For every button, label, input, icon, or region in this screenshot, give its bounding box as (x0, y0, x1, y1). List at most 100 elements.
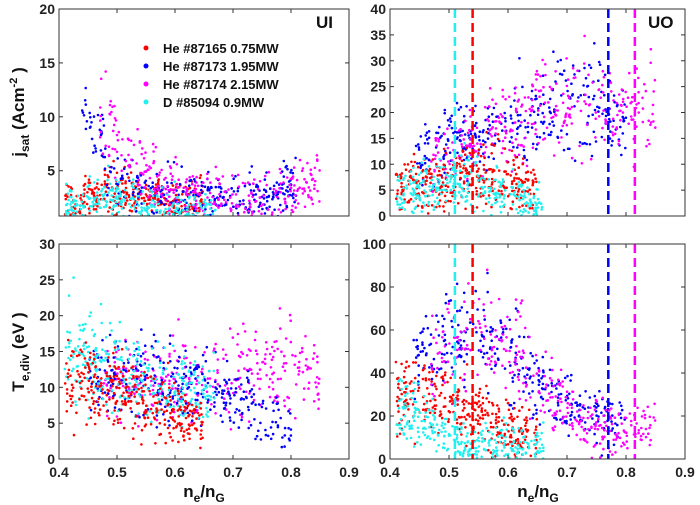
data-point-series-0 (591, 113, 594, 117)
data-point-series-0 (180, 193, 184, 196)
scatter-points (63, 276, 321, 450)
data-point-series-1 (528, 107, 531, 111)
data-point-series-3 (513, 191, 516, 194)
data-point-series-3 (151, 203, 155, 207)
data-point-series-2 (468, 151, 472, 155)
data-point-series-3 (93, 373, 97, 376)
data-point-series-1 (220, 396, 224, 399)
data-point-series-0 (187, 376, 191, 380)
data-point-series-3 (467, 155, 471, 158)
data-point-series-3 (133, 395, 136, 398)
data-point-series-0 (443, 353, 446, 356)
data-point-series-1 (503, 324, 507, 328)
data-point-series-3 (422, 394, 426, 398)
data-point-series-2 (500, 419, 504, 422)
data-point-series-3 (452, 160, 455, 164)
data-point-series-2 (278, 187, 281, 190)
data-point-series-3 (489, 189, 493, 192)
data-point-series-2 (274, 191, 277, 195)
data-point-series-1 (584, 102, 588, 106)
data-point-series-0 (597, 79, 600, 82)
data-point-series-3 (477, 175, 480, 178)
data-point-series-3 (207, 222, 210, 225)
data-point-series-2 (482, 194, 485, 197)
data-point-series-2 (396, 435, 399, 438)
data-point-series-0 (253, 338, 257, 342)
data-point-series-2 (267, 170, 271, 174)
data-point-series-3 (95, 191, 99, 194)
data-point-series-3 (495, 196, 499, 199)
data-point-series-1 (107, 381, 110, 384)
data-point-series-1 (177, 193, 180, 197)
data-point-series-1 (603, 428, 606, 432)
data-point-series-1 (152, 353, 155, 357)
data-point-series-0 (419, 350, 423, 354)
data-point-series-2 (467, 171, 471, 174)
data-point-series-3 (520, 194, 523, 198)
data-point-series-0 (415, 338, 419, 342)
data-point-series-2 (194, 401, 197, 405)
data-point-series-2 (140, 152, 143, 156)
data-point-series-1 (217, 204, 221, 207)
data-point-series-3 (408, 222, 411, 225)
data-point-series-3 (405, 187, 409, 190)
data-point-series-1 (153, 374, 156, 377)
data-point-series-2 (274, 189, 278, 193)
data-point-series-0 (168, 382, 171, 386)
data-point-series-0 (213, 347, 216, 351)
data-point-series-2 (195, 207, 198, 210)
data-point-series-1 (556, 109, 559, 112)
data-point-series-2 (455, 418, 459, 421)
data-point-series-3 (144, 383, 147, 387)
data-point-series-1 (510, 170, 514, 173)
data-point-series-2 (411, 403, 415, 406)
data-point-series-3 (493, 187, 496, 191)
data-point-series-1 (550, 87, 553, 91)
data-point-series-3 (192, 421, 196, 425)
data-point-series-0 (186, 219, 189, 222)
data-point-series-1 (281, 209, 285, 212)
data-point-series-3 (114, 200, 118, 204)
data-point-series-1 (89, 116, 92, 119)
data-point-series-2 (185, 384, 189, 387)
data-point-series-0 (270, 358, 274, 362)
data-point-series-0 (245, 354, 249, 357)
data-point-series-2 (168, 189, 172, 192)
data-point-series-2 (490, 143, 493, 146)
data-point-series-0 (459, 105, 463, 109)
data-point-series-0 (227, 410, 231, 414)
data-point-series-1 (448, 342, 451, 345)
data-point-series-3 (123, 222, 126, 225)
data-point-series-3 (519, 209, 522, 213)
data-point-series-1 (262, 188, 266, 191)
data-point-series-0 (585, 142, 588, 146)
data-point-series-2 (135, 363, 139, 366)
data-point-series-0 (426, 326, 430, 330)
x-tick-label: 0.7 (223, 464, 243, 480)
data-point-series-0 (94, 207, 98, 211)
data-point-series-1 (602, 414, 605, 418)
data-point-series-3 (522, 188, 525, 192)
data-point-series-2 (76, 364, 80, 368)
data-point-series-0 (150, 379, 153, 383)
data-point-series-1 (617, 139, 621, 143)
data-point-series-2 (440, 176, 444, 179)
data-point-series-1 (577, 422, 581, 426)
data-point-series-1 (139, 354, 143, 358)
data-point-series-3 (447, 175, 451, 178)
data-point-series-2 (74, 347, 77, 350)
data-point-series-2 (423, 364, 426, 367)
data-point-series-2 (484, 171, 488, 174)
data-point-series-3 (65, 209, 68, 213)
data-point-series-2 (108, 321, 112, 325)
data-point-series-3 (96, 218, 99, 221)
data-point-series-2 (250, 210, 254, 214)
data-point-series-0 (424, 123, 427, 126)
data-point-series-0 (83, 188, 86, 191)
data-point-series-1 (647, 119, 650, 122)
data-point-series-0 (174, 193, 178, 197)
data-point-series-1 (225, 380, 228, 384)
data-point-series-3 (200, 423, 204, 427)
data-point-series-2 (273, 218, 276, 221)
data-point-series-1 (544, 63, 547, 66)
